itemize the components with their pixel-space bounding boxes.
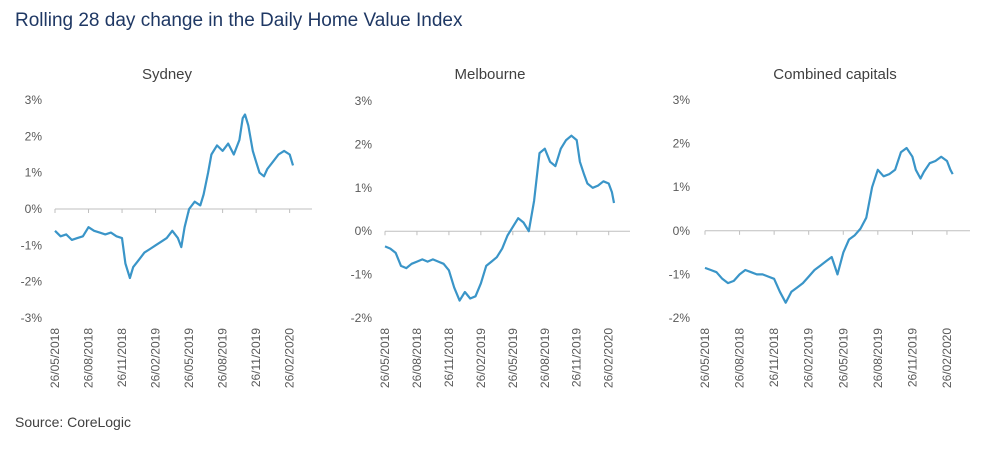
x-tick-label: 26/02/2019 (474, 328, 488, 388)
x-tick-label: 26/02/2020 (940, 328, 954, 388)
x-tick-label: 26/05/2019 (506, 328, 520, 388)
x-tick-label: 26/11/2018 (767, 328, 781, 387)
series-line-2 (704, 146, 954, 304)
x-tick-label: 26/08/2019 (871, 328, 885, 388)
y-tick-label: 1% (355, 181, 373, 195)
y-tick-label: 1% (25, 166, 43, 180)
series-line-1 (384, 134, 616, 302)
y-tick-label: -2% (21, 275, 43, 289)
y-tick-label: -2% (351, 311, 373, 325)
y-tick-label: 2% (355, 137, 373, 151)
panel-title-0: Sydney (142, 66, 193, 83)
x-tick-label: 26/08/2018 (733, 328, 747, 388)
y-tick-label: -2% (669, 311, 691, 325)
y-tick-label: 3% (673, 93, 691, 107)
y-tick-label: -1% (669, 267, 691, 281)
x-tick-label: 26/05/2018 (698, 328, 712, 388)
x-tick-label: 26/02/2020 (283, 328, 297, 388)
x-tick-label: 26/11/2018 (115, 328, 129, 387)
x-tick-label: 26/05/2018 (378, 328, 392, 388)
y-tick-label: 0% (355, 224, 373, 238)
chart-title: Rolling 28 day change in the Daily Home … (15, 10, 463, 31)
x-tick-label: 26/02/2019 (149, 328, 163, 388)
y-tick-label: 0% (25, 202, 43, 216)
panel-title-1: Melbourne (455, 66, 526, 83)
x-tick-label: 26/11/2019 (905, 328, 919, 387)
y-tick-label: -1% (351, 268, 373, 282)
y-tick-label: 3% (355, 94, 373, 108)
y-tick-label: -1% (21, 238, 43, 252)
panel-title-2: Combined capitals (773, 66, 896, 83)
x-tick-label: 26/05/2019 (836, 328, 850, 388)
x-tick-label: 26/11/2019 (249, 328, 263, 387)
y-tick-label: 1% (673, 180, 691, 194)
x-tick-label: 26/08/2018 (410, 328, 424, 388)
y-tick-label: 2% (25, 129, 43, 143)
x-tick-label: 26/08/2018 (82, 328, 96, 388)
x-tick-label: 26/05/2019 (182, 328, 196, 388)
y-tick-label: 0% (673, 224, 691, 238)
series-line-0 (54, 113, 295, 280)
x-tick-label: 26/08/2019 (216, 328, 230, 388)
x-tick-label: 26/02/2019 (802, 328, 816, 388)
y-tick-label: -3% (21, 311, 43, 325)
x-tick-label: 26/05/2018 (48, 328, 62, 388)
x-tick-label: 26/11/2018 (442, 328, 456, 387)
source-note: Source: CoreLogic (15, 414, 131, 430)
y-tick-label: 2% (673, 137, 691, 151)
x-tick-label: 26/08/2019 (538, 328, 552, 388)
y-tick-label: 3% (25, 93, 43, 107)
x-tick-label: 26/11/2019 (570, 328, 584, 387)
x-tick-label: 26/02/2020 (602, 328, 616, 388)
